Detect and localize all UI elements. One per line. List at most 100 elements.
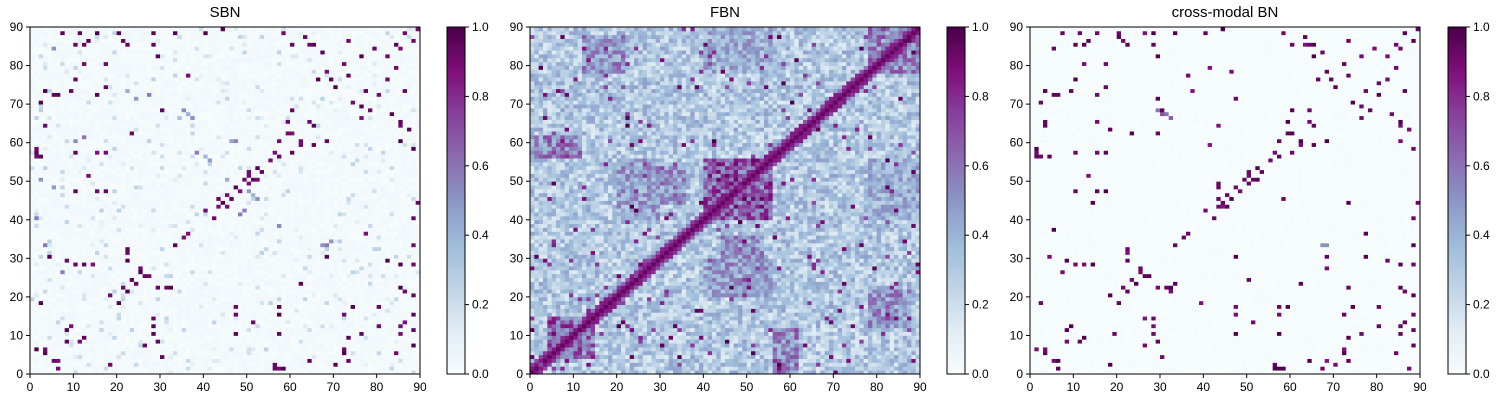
heatmap-cell	[251, 274, 256, 278]
heatmap-cell	[303, 243, 308, 247]
heatmap-cell	[47, 281, 52, 285]
heatmap-cell	[212, 181, 217, 185]
heatmap-cell	[151, 258, 156, 262]
heatmap-cell	[43, 308, 48, 312]
heatmap-cell	[195, 166, 200, 170]
heatmap-cell	[385, 193, 390, 197]
heatmap-cell	[69, 274, 74, 278]
heatmap-cell	[121, 305, 126, 309]
heatmap-cell	[125, 170, 130, 174]
heatmap-cell	[43, 343, 48, 347]
heatmap-cell	[238, 312, 243, 316]
heatmap-cell	[65, 227, 70, 231]
heatmap-cell	[225, 324, 230, 328]
heatmap-cell	[385, 166, 390, 170]
heatmap-cell	[56, 258, 61, 262]
heatmap-cell	[342, 224, 347, 228]
heatmap-cell	[182, 359, 187, 363]
heatmap-cell	[260, 239, 265, 243]
heatmap-cell	[112, 359, 117, 363]
heatmap-cell	[329, 324, 334, 328]
heatmap-cell	[320, 270, 325, 274]
heatmap-cell	[385, 162, 390, 166]
heatmap-cell	[242, 328, 247, 332]
heatmap-cell	[286, 227, 291, 231]
heatmap-cell	[346, 204, 351, 208]
heatmap-cell	[177, 293, 182, 297]
heatmap-cell	[268, 297, 273, 301]
heatmap-cell	[242, 224, 247, 228]
heatmap-cell	[216, 301, 221, 305]
heatmap-cell	[333, 262, 338, 266]
heatmap-cell	[82, 301, 87, 305]
heatmap-cell	[169, 301, 174, 305]
heatmap-cell	[134, 158, 139, 162]
heatmap-cell	[264, 278, 269, 282]
heatmap-cell	[411, 305, 416, 309]
heatmap-cell	[177, 262, 182, 266]
heatmap-cell	[78, 231, 83, 235]
heatmap-cell	[381, 201, 386, 205]
heatmap-cell	[372, 224, 377, 228]
heatmap-cell	[329, 266, 334, 270]
heatmap-cell	[390, 324, 395, 328]
heatmap-cell	[43, 366, 48, 370]
heatmap-cell	[325, 251, 330, 255]
heatmap-cell	[86, 162, 91, 166]
heatmap-cell	[381, 185, 386, 189]
heatmap-cell	[190, 347, 195, 351]
heatmap-cell	[177, 278, 182, 282]
heatmap-cell	[372, 166, 377, 170]
heatmap-cell	[333, 281, 338, 285]
heatmap-cell	[43, 189, 48, 193]
heatmap-cell	[112, 324, 117, 328]
heatmap-cell	[151, 162, 156, 166]
heatmap-cell	[95, 278, 100, 282]
heatmap-cell	[372, 351, 377, 355]
heatmap-cell	[47, 347, 52, 351]
heatmap-cell	[355, 355, 360, 359]
heatmap-cell	[151, 227, 156, 231]
heatmap-cell	[247, 278, 252, 282]
heatmap-cell	[381, 166, 386, 170]
heatmap-cell	[86, 262, 91, 266]
heatmap-cell	[108, 332, 113, 336]
heatmap-cell	[260, 212, 265, 216]
heatmap-cell	[78, 355, 83, 359]
heatmap-cell	[91, 312, 96, 316]
heatmap-cell	[130, 366, 135, 370]
heatmap-cell	[138, 212, 143, 216]
heatmap-cell	[368, 239, 373, 243]
heatmap-cell	[121, 181, 126, 185]
heatmap-cell	[368, 170, 373, 174]
heatmap-cell	[251, 185, 256, 189]
heatmap-cell	[277, 362, 282, 366]
heatmap-cell	[303, 343, 308, 347]
heatmap-cell	[177, 366, 182, 370]
heatmap-cell	[117, 201, 122, 205]
heatmap-cell	[342, 359, 347, 363]
heatmap-cell	[212, 347, 217, 351]
heatmap-cell	[99, 355, 104, 359]
heatmap-cell	[195, 366, 200, 370]
heatmap-cell	[108, 297, 113, 301]
heatmap-cell	[372, 343, 377, 347]
heatmap-cell	[212, 162, 217, 166]
heatmap-cell	[143, 289, 148, 293]
heatmap-cell	[385, 208, 390, 212]
heatmap-cell	[143, 262, 148, 266]
heatmap-cell	[359, 332, 364, 336]
heatmap-cell	[143, 158, 148, 162]
heatmap-cell	[52, 359, 57, 363]
heatmap-cell	[355, 254, 360, 258]
heatmap-cell	[43, 324, 48, 328]
heatmap-cell	[368, 258, 373, 262]
heatmap-cell	[73, 216, 78, 220]
heatmap-cell	[190, 197, 195, 201]
heatmap-cell	[346, 243, 351, 247]
heatmap-cell	[65, 254, 70, 258]
heatmap-cell	[403, 266, 408, 270]
heatmap-cell	[69, 185, 74, 189]
heatmap-cell	[385, 328, 390, 332]
heatmap-cell	[43, 216, 48, 220]
